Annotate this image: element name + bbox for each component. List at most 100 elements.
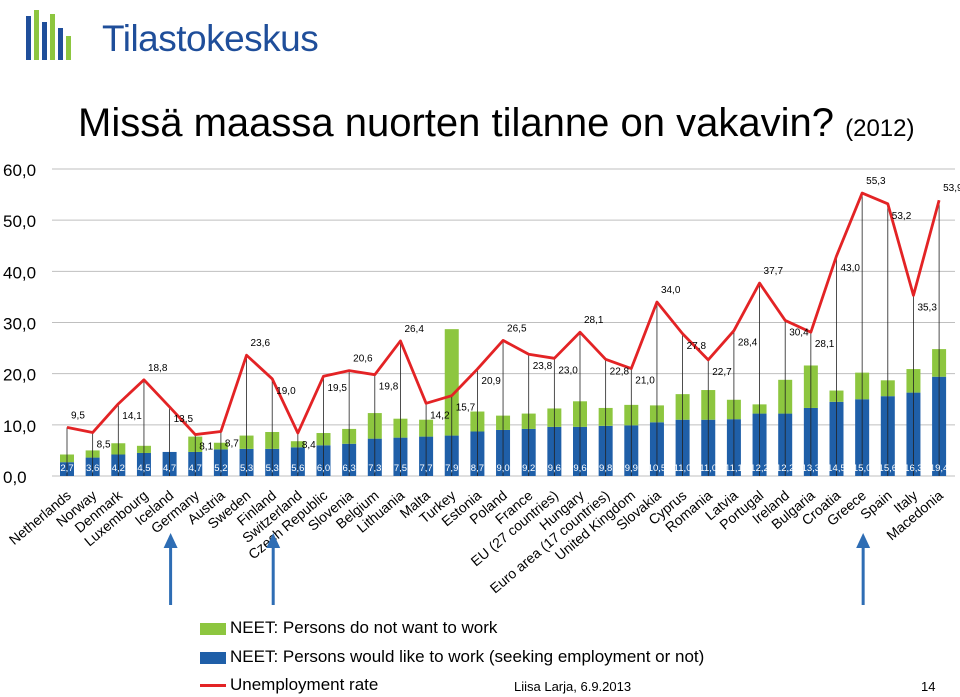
y-tick-label: 20,0 [3, 366, 36, 385]
line-data-label: 21,0 [635, 376, 655, 387]
bar-data-label: 9,6 [573, 463, 586, 474]
line-data-label: 43,0 [841, 263, 861, 274]
line-data-label: 28,1 [584, 315, 604, 326]
bar-data-label: 10,5 [648, 463, 667, 474]
title-main: Missä maassa nuorten tilanne on vakavin? [78, 101, 834, 145]
bar-data-label: 3,6 [86, 463, 99, 474]
bar-data-label: 8,7 [471, 463, 484, 474]
bar-data-label: 9,6 [548, 463, 561, 474]
y-tick-label: 40,0 [3, 263, 36, 282]
line-data-label: 19,5 [328, 383, 348, 394]
line-data-label: 53,2 [892, 211, 912, 222]
bar-data-label: 4,7 [189, 463, 202, 474]
legend-swatch-green [200, 623, 226, 635]
bar-data-label: 15,6 [879, 463, 898, 474]
legend-swatch-red-line [200, 684, 226, 687]
bar-data-label: 4,7 [163, 463, 176, 474]
bar-data-label: 15,0 [853, 463, 872, 474]
tilastokeskus-logo: Tilastokeskus [22, 8, 342, 68]
line-data-label: 22,8 [610, 366, 630, 377]
logo-mark-icon [26, 10, 71, 60]
bar-data-label: 9,0 [496, 463, 509, 474]
y-tick-label: 60,0 [3, 161, 36, 180]
bar-data-label: 11,0 [699, 463, 717, 474]
line-data-label: 8,7 [225, 438, 239, 449]
bar-data-label: 2,7 [60, 463, 73, 474]
bar-data-label: 7,5 [394, 463, 407, 474]
arrow-head [266, 533, 281, 548]
highlight-arrow-icon [856, 533, 871, 605]
bar-data-label: 11,1 [725, 463, 743, 474]
line-data-label: 13,5 [174, 414, 194, 425]
line-data-label: 55,3 [866, 176, 886, 187]
highlight-arrow-icon [163, 533, 178, 605]
bar-data-label: 4,2 [112, 463, 125, 474]
line-data-label: 14,2 [430, 410, 450, 421]
legend-label-not-want-work: NEET: Persons do not want to work [230, 618, 498, 637]
bar-data-label: 9,2 [522, 463, 535, 474]
line-data-label: 15,7 [456, 403, 476, 414]
line-data-label: 28,4 [738, 338, 758, 349]
line-data-label: 26,5 [507, 323, 527, 334]
line-data-label: 23,8 [533, 361, 553, 372]
line-data-label: 8,1 [199, 442, 213, 453]
bar-data-label: 13,3 [802, 463, 821, 474]
unemployment-line [66, 191, 941, 436]
arrow-head [163, 533, 178, 548]
legend-label-would-like-work: NEET: Persons would like to work (seekin… [230, 647, 705, 666]
line-data-label: 23,0 [558, 365, 578, 376]
line-data-label: 20,6 [353, 354, 373, 365]
bar-data-label: 16,3 [904, 463, 923, 474]
bar-data-label: 11,0 [674, 463, 692, 474]
line-data-label: 19,0 [276, 386, 296, 397]
logo-text: Tilastokeskus [102, 18, 319, 59]
legend-swatch-blue [200, 652, 226, 664]
y-tick-label: 10,0 [3, 417, 36, 436]
page-number: 14 [921, 679, 936, 694]
line-data-label: 8,5 [97, 440, 111, 451]
arrow-head [856, 533, 871, 548]
line-data-label: 8,4 [302, 440, 316, 451]
line-data-label: 18,8 [148, 363, 168, 374]
line-data-label: 27,8 [687, 341, 707, 352]
line-data-label: 30,4 [789, 327, 809, 338]
bar-segment-not-want-work [444, 329, 459, 436]
line-data-label: 22,7 [712, 367, 732, 378]
bar-data-label: 12,2 [750, 463, 769, 474]
line-data-label: 35,3 [917, 302, 937, 313]
bar-data-label: 4,5 [137, 463, 150, 474]
bar-data-label: 7,9 [445, 463, 458, 474]
bar-data-label: 5,6 [291, 463, 304, 474]
bar-data-label: 7,7 [419, 463, 432, 474]
bar-data-label: 12,2 [776, 463, 795, 474]
legend-label-unemployment: Unemployment rate [230, 675, 379, 694]
footer-author: Liisa Larja, 6.9.2013 [514, 679, 632, 694]
bar-data-label: 5,3 [240, 463, 253, 474]
bar-data-label: 9,8 [599, 463, 612, 474]
bar-data-label: 6,3 [343, 463, 356, 474]
line-data-label: 23,6 [251, 338, 271, 349]
line-data-label: 19,8 [379, 382, 399, 393]
line-data-label: 34,0 [661, 285, 681, 296]
bar-data-label: 5,3 [266, 463, 279, 474]
line-data-label: 26,4 [404, 324, 424, 335]
line-data-label: 9,5 [71, 410, 85, 421]
line-data-label: 14,1 [122, 411, 142, 422]
y-tick-label: 0,0 [3, 468, 27, 487]
line-data-label: 53,9 [943, 183, 960, 194]
bar-data-label: 5,2 [214, 463, 227, 474]
bar-data-label: 7,3 [368, 463, 381, 474]
y-tick-label: 50,0 [3, 212, 36, 231]
line-data-label: 20,9 [481, 376, 501, 387]
bar-data-label: 9,9 [625, 463, 638, 474]
bar-data-label: 6,0 [317, 463, 330, 474]
highlight-arrow-icon [266, 533, 281, 605]
title-year: (2012) [845, 115, 915, 142]
line-data-label: 28,1 [815, 339, 835, 350]
bar-data-label: 14,5 [827, 463, 846, 474]
y-tick-label: 30,0 [3, 315, 36, 334]
slide-title: Missä maassa nuorten tilanne on vakavin?… [78, 101, 914, 146]
bar-data-label: 19,4 [930, 463, 949, 474]
line-data-label: 37,7 [764, 266, 784, 277]
